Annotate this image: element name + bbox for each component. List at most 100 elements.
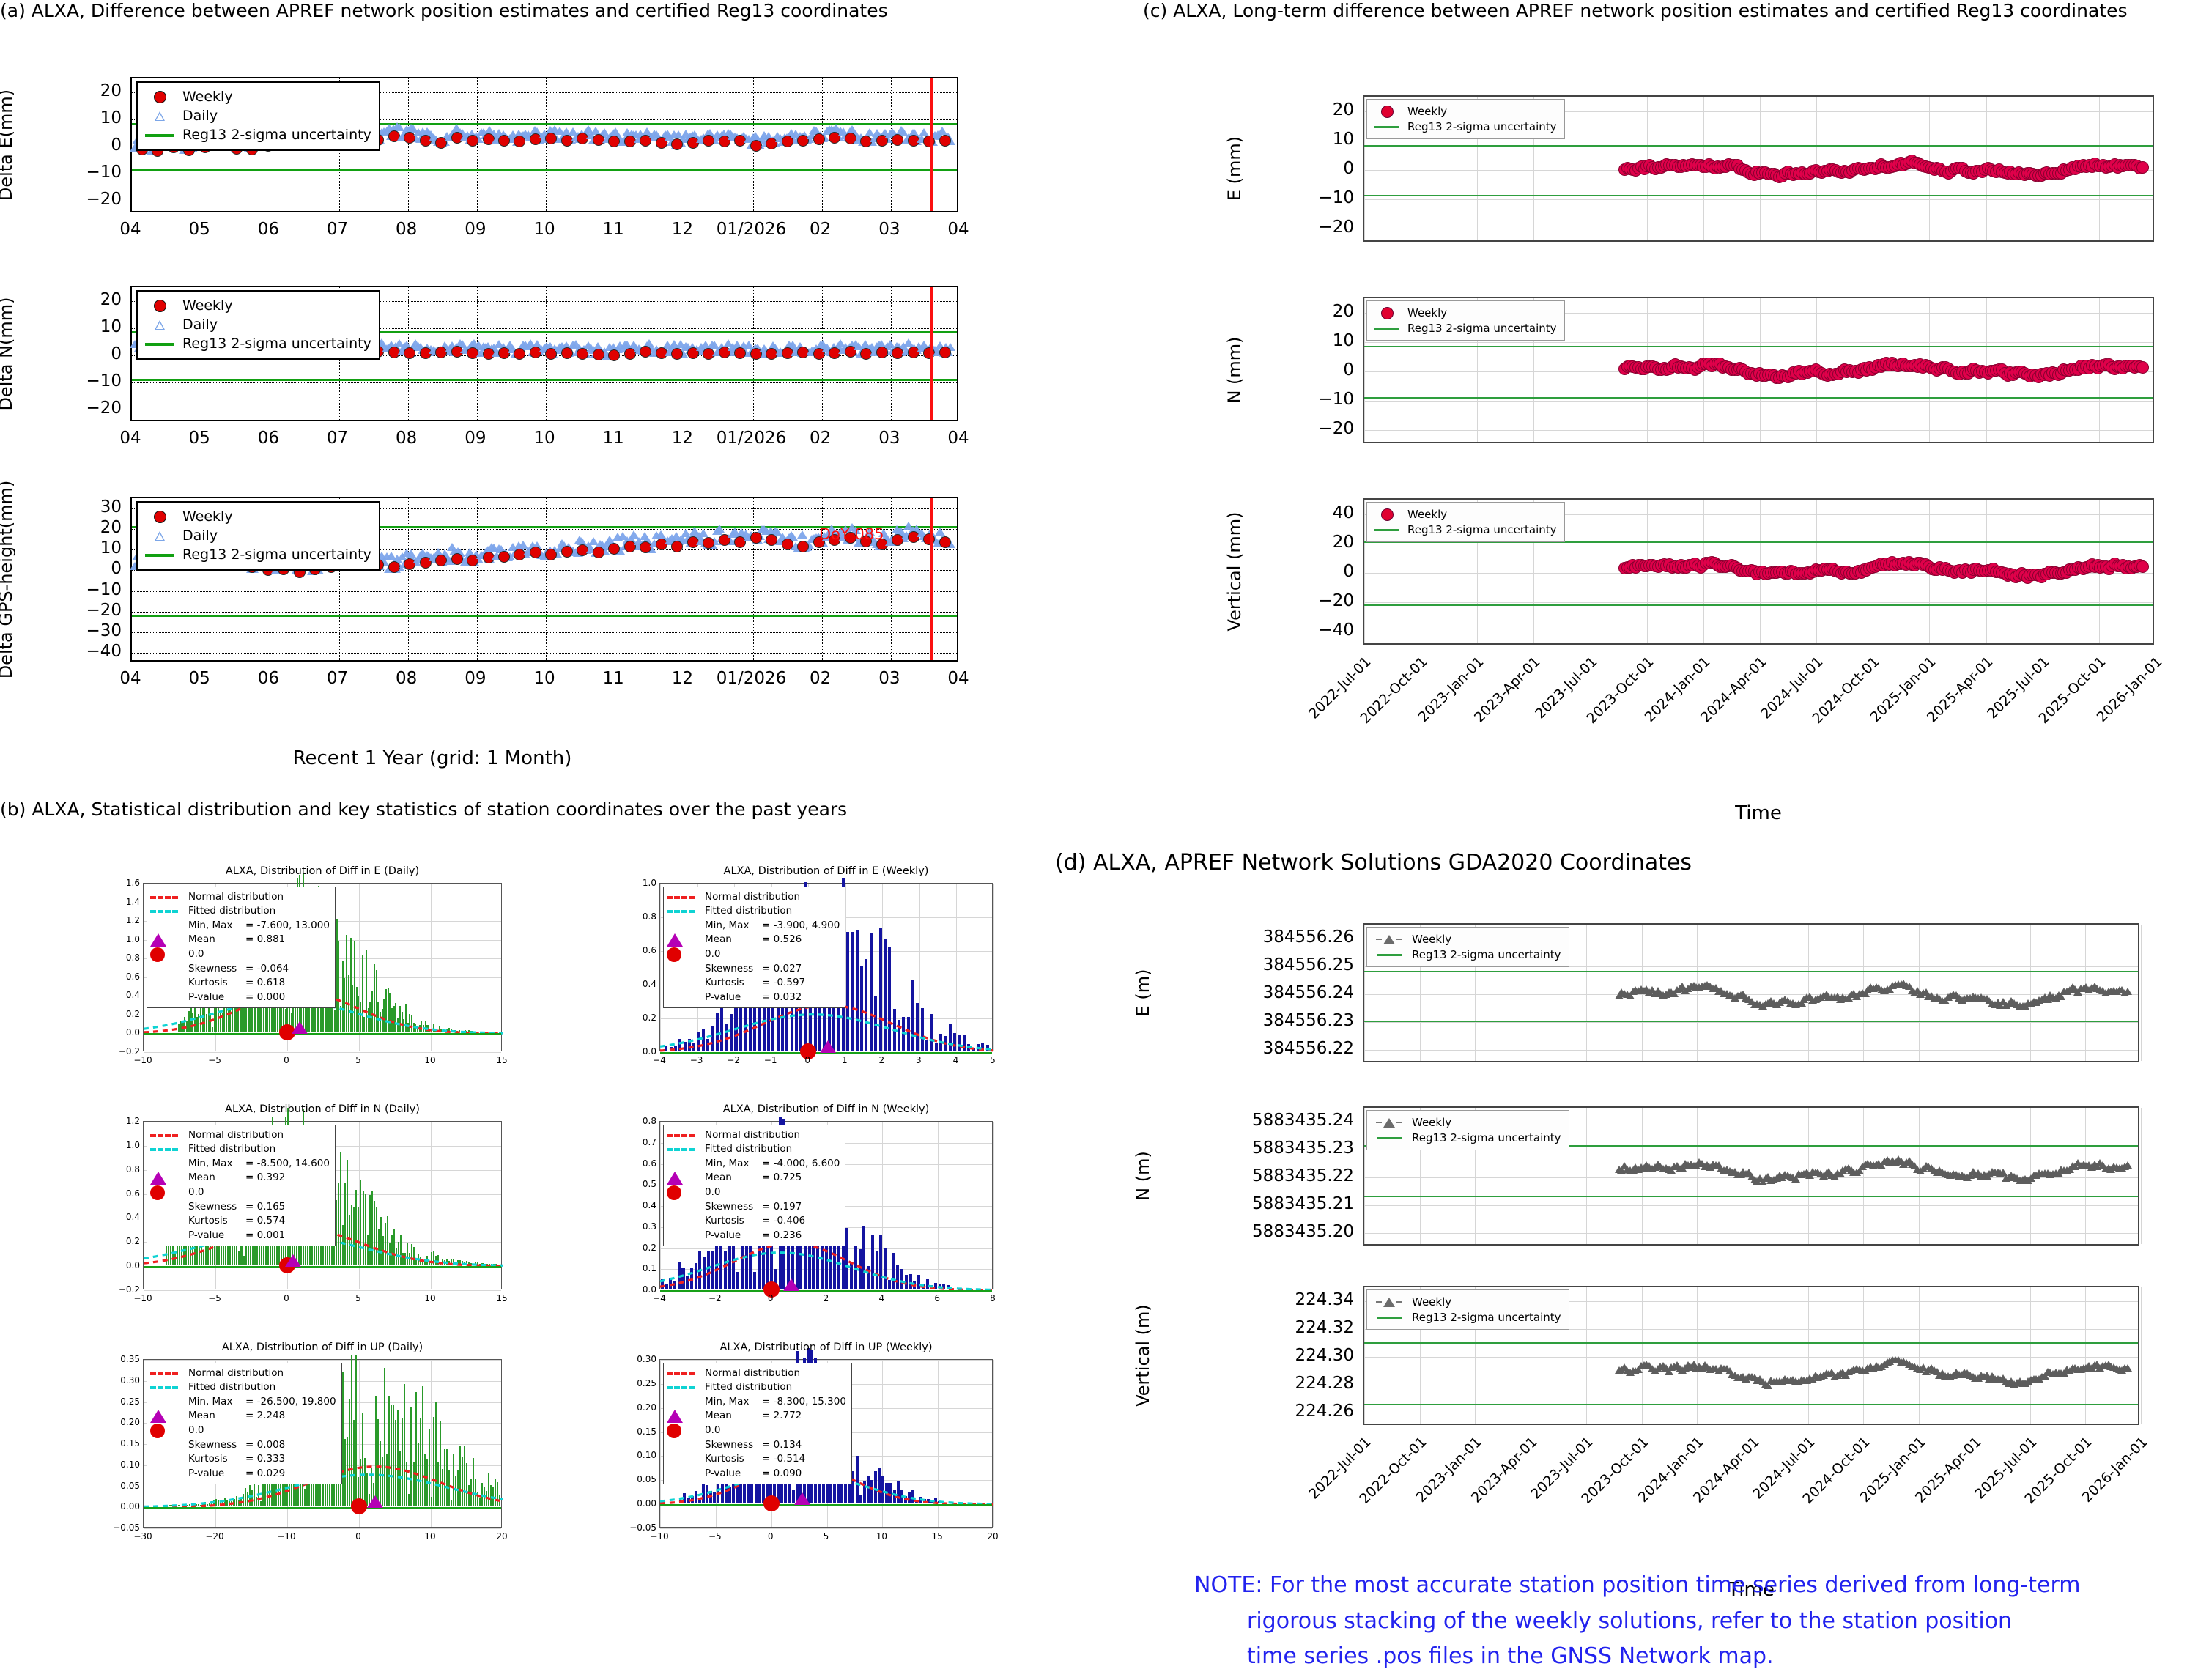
- stat-key: Kurtosis: [705, 1215, 744, 1227]
- legend-row: Reg13 2-sigma uncertainty: [1373, 1131, 1561, 1146]
- stat-row: Normal distribution: [150, 1366, 336, 1380]
- stat-value: = 0.029: [245, 1467, 286, 1479]
- histogram-bar: [683, 1042, 687, 1051]
- daily-marker: [531, 541, 542, 550]
- sigma-line-icon: [1373, 528, 1401, 531]
- y-tick-label: −30: [86, 621, 122, 640]
- gridline-v: [431, 884, 432, 1051]
- dash: [1376, 1301, 1382, 1303]
- weekly-marker: [388, 560, 400, 573]
- stat-key: Mean: [188, 1172, 215, 1184]
- stat-row: Skewness = 0.134: [667, 1438, 846, 1452]
- daily-marker: [642, 535, 653, 544]
- x-tick-label: −4: [653, 1055, 666, 1065]
- normal-dist-icon: [150, 1133, 178, 1137]
- weekly-marker: [703, 537, 715, 549]
- stat-row: Normal distribution: [667, 1128, 840, 1142]
- x-tick-label: 02: [810, 429, 832, 448]
- zero-row: [150, 947, 188, 962]
- x-tick-label: 09: [465, 220, 486, 239]
- histogram-bar: [490, 1264, 492, 1265]
- panel-d-title: (d) ALXA, APREF Network Solutions GDA202…: [1055, 850, 1692, 876]
- daily-marker: [673, 130, 684, 139]
- stat-value: = -7.600, 13.000: [245, 919, 330, 931]
- x-tick-label: 01/2026: [716, 220, 787, 239]
- y-tick-label: 1.0: [125, 933, 140, 944]
- daily-marker: [903, 522, 914, 530]
- histogram-bar: [911, 1490, 915, 1503]
- legend-label: Reg13 2-sigma uncertainty: [182, 547, 371, 563]
- stat-key: Skewness: [188, 1200, 237, 1213]
- zero-dot-icon: [150, 1185, 165, 1200]
- histogram-bar: [926, 1499, 930, 1503]
- histogram-bar: [434, 1402, 437, 1506]
- x-axis-label: Time: [1735, 802, 1782, 824]
- stat-row: Kurtosis = -0.514: [667, 1452, 846, 1466]
- histogram-bar: [336, 1199, 338, 1265]
- x-tick-label: 11: [602, 220, 624, 239]
- histogram-bar: [344, 1183, 347, 1265]
- histogram-bar: [488, 1264, 490, 1265]
- histogram-bar: [209, 1503, 211, 1506]
- y-tick-label: −10: [86, 162, 122, 182]
- histogram-bar: [371, 1191, 373, 1265]
- stat-key: Kurtosis: [705, 977, 744, 989]
- y-tick-label: −0.2: [118, 1284, 140, 1295]
- histogram-bar: [694, 1491, 697, 1503]
- histogram-bar: [347, 1159, 349, 1265]
- x-tick-label: 0: [767, 1531, 774, 1542]
- legend-label: Reg13 2-sigma uncertainty: [1412, 1310, 1561, 1324]
- daily-marker: [898, 128, 909, 137]
- y-tick-label: 0: [1343, 562, 1354, 581]
- daily-marker: [492, 552, 503, 560]
- gridline-v: [938, 1122, 939, 1289]
- sigma-lower-line: [1364, 194, 2153, 196]
- histogram-bar: [399, 1451, 402, 1506]
- x-tick-label: 10: [533, 220, 555, 239]
- histogram-bar: [452, 1453, 454, 1506]
- histogram-bar: [432, 1416, 434, 1506]
- histogram-bar: [938, 1284, 941, 1289]
- histogram-bar: [889, 1482, 892, 1503]
- gridline-h: [132, 382, 957, 383]
- fitted-dist-row: [667, 1148, 705, 1152]
- histogram-bar: [182, 1504, 184, 1506]
- histogram-bar: [242, 1494, 244, 1506]
- stat-value: = 0.392: [245, 1172, 286, 1184]
- histogram-bar: [437, 1462, 439, 1506]
- fitted-dist-icon: [667, 910, 695, 914]
- x-tick-label: 10: [533, 669, 555, 688]
- histogram-bar: [393, 1405, 395, 1506]
- histogram-bar: [349, 1215, 351, 1265]
- histogram-bar: [881, 1475, 885, 1503]
- histogram-bar: [384, 1368, 386, 1506]
- sigma-line-icon: [1373, 1316, 1405, 1319]
- histogram-bar: [412, 1462, 415, 1506]
- legend-label: Daily: [182, 108, 218, 125]
- y-tick-label: 0.4: [125, 990, 140, 1001]
- daily-marker: [394, 122, 405, 131]
- dot: [1380, 306, 1394, 319]
- histogram-bar: [443, 1448, 445, 1506]
- stat-value: = 0.236: [762, 1229, 802, 1241]
- legend-label: Weekly: [1412, 933, 1452, 946]
- y-tick-label: 10: [100, 317, 122, 336]
- histogram-bar: [364, 1194, 366, 1265]
- histogram-bar: [887, 1279, 891, 1289]
- histogram-bar: [689, 1268, 693, 1289]
- y-tick-label: 224.34: [1295, 1290, 1354, 1309]
- daily-marker: [665, 347, 676, 356]
- histogram-bar: [186, 1020, 188, 1032]
- y-tick-label: 1.0: [125, 1139, 140, 1150]
- daily-marker: [531, 340, 542, 349]
- zero-marker: [279, 1024, 295, 1041]
- daily-marker: [446, 543, 457, 552]
- gridline-h: [1364, 401, 2153, 402]
- weekly-marker: [2136, 360, 2150, 374]
- legend-label: Weekly: [182, 89, 233, 105]
- x-tick-label: 09: [465, 669, 486, 688]
- histogram-bar: [939, 1034, 943, 1051]
- stat-key: Skewness: [188, 962, 237, 974]
- mean-triangle-icon: [150, 1410, 166, 1424]
- legend-row: Reg13 2-sigma uncertainty: [1373, 522, 1557, 538]
